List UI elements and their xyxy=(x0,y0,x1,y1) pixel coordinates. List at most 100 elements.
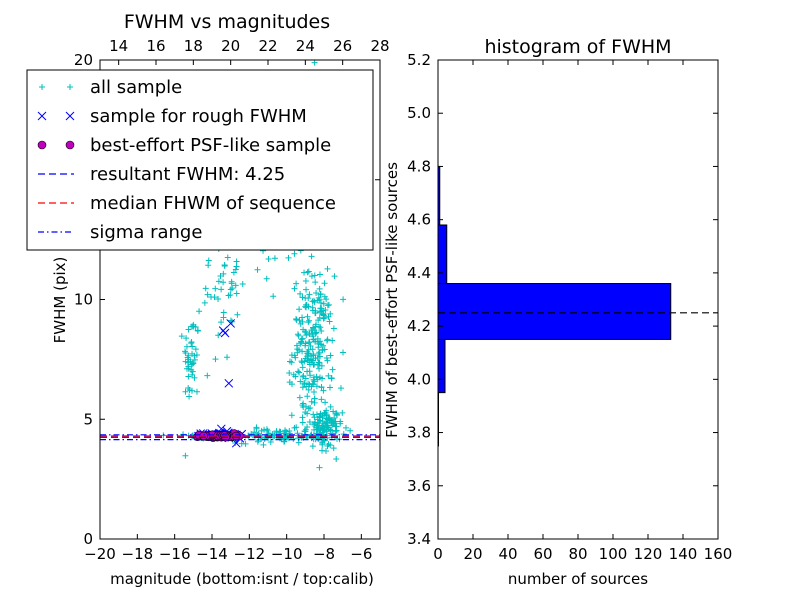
x-tick-label: −18 xyxy=(122,545,154,563)
all-sample-point xyxy=(191,356,198,363)
scatter-y-label: FWHM (pix) xyxy=(51,257,69,344)
all-sample-point xyxy=(204,291,211,298)
all-sample-point xyxy=(258,427,265,434)
all-sample-point xyxy=(326,416,333,423)
histogram-y-label: FWHM of best-effort PSF-like sources xyxy=(383,162,401,438)
histogram-bar xyxy=(438,338,446,394)
x-tick-label: 140 xyxy=(669,545,698,563)
all-sample-point xyxy=(325,424,332,431)
all-sample-point xyxy=(305,268,312,275)
all-sample-point xyxy=(306,359,313,366)
legend-marker xyxy=(37,111,47,121)
all-sample-point xyxy=(306,381,313,388)
all-sample-point xyxy=(303,304,310,311)
all-sample-point xyxy=(293,342,300,349)
all-sample-point xyxy=(251,429,258,436)
all-sample-point xyxy=(339,409,346,416)
scatter-ticks: −20 −18 −16 −14 −12 −10 −8 −6 14 16 18 20 22 24 26 28 0 5… xyxy=(74,37,390,563)
all-sample-point xyxy=(314,354,321,361)
all-sample-point xyxy=(305,319,312,326)
y-tick-label: 4.6 xyxy=(407,211,431,229)
all-sample-point xyxy=(319,375,326,382)
all-sample-point xyxy=(327,310,334,317)
x-tick-label: 0 xyxy=(433,545,443,563)
all-sample-point xyxy=(324,337,331,344)
all-sample-point xyxy=(265,255,272,262)
all-sample-point xyxy=(313,430,320,437)
all-sample-point xyxy=(193,388,200,395)
all-sample-point xyxy=(326,318,333,325)
all-sample-point xyxy=(304,350,311,357)
all-sample-point xyxy=(254,266,261,273)
all-sample-point xyxy=(185,385,192,392)
all-sample-point xyxy=(299,419,306,426)
legend-label: sample for rough FWHM xyxy=(90,106,307,127)
all-sample-point xyxy=(311,376,318,383)
all-sample-point xyxy=(299,359,306,366)
all-sample-point xyxy=(305,339,312,346)
all-sample-point xyxy=(317,290,324,297)
all-sample-point xyxy=(263,426,270,433)
all-sample-point xyxy=(196,308,203,315)
all-sample-point xyxy=(286,358,293,365)
all-sample-point xyxy=(323,411,330,418)
all-sample-point xyxy=(211,294,218,301)
y-tick-label: 4.0 xyxy=(407,370,431,388)
all-sample-point xyxy=(185,352,192,359)
all-sample-point xyxy=(182,349,189,356)
all-sample-point xyxy=(330,408,337,415)
top-tick-label: 20 xyxy=(221,37,240,55)
top-tick-label: 14 xyxy=(109,37,128,55)
all-sample-point xyxy=(320,300,327,307)
all-sample-point xyxy=(205,257,212,264)
all-sample-point xyxy=(221,262,228,269)
all-sample-point xyxy=(316,309,323,316)
x-tick-label: −16 xyxy=(159,545,191,563)
all-sample-point xyxy=(234,311,241,318)
all-sample-point xyxy=(329,337,336,344)
all-sample-point xyxy=(294,430,301,437)
all-sample-point xyxy=(182,358,189,365)
all-sample-point xyxy=(302,340,309,347)
all-sample-point xyxy=(321,280,328,287)
all-sample-point xyxy=(333,409,340,416)
all-sample-point xyxy=(321,346,328,353)
histogram-x-label: number of sources xyxy=(508,570,648,588)
all-sample-point xyxy=(296,317,303,324)
all-sample-point xyxy=(333,411,340,418)
all-sample-point xyxy=(182,388,189,395)
scatter-panel: −20 −18 −16 −14 −12 −10 −8 −6 14 16 18 20 22 24 26 28 0 5… xyxy=(26,11,390,588)
all-sample-point xyxy=(308,356,315,363)
y-tick-label: 4.4 xyxy=(407,264,431,282)
all-sample-point xyxy=(315,344,322,351)
all-sample-point xyxy=(185,373,192,380)
all-sample-point xyxy=(325,301,332,308)
all-sample-point xyxy=(303,286,310,293)
all-sample-point xyxy=(301,381,308,388)
all-sample-point xyxy=(310,411,317,418)
all-sample-point xyxy=(229,285,236,292)
all-sample-point xyxy=(322,447,329,454)
scatter-legend: all sample sample for rough FWHM best-effo… xyxy=(26,69,374,251)
all-sample-point xyxy=(271,255,278,262)
legend-frame xyxy=(26,69,374,251)
all-sample-point xyxy=(215,296,222,303)
y-tick-label: 4.2 xyxy=(407,317,431,335)
all-sample-point xyxy=(191,374,198,381)
all-sample-point xyxy=(315,294,322,301)
all-sample-point xyxy=(265,430,272,437)
all-sample-point xyxy=(306,419,313,426)
rough-fwhm-point xyxy=(218,326,228,335)
all-sample-point xyxy=(183,335,190,342)
all-sample-point xyxy=(323,355,330,362)
all-sample-point xyxy=(308,273,315,280)
legend-marker xyxy=(67,84,73,90)
top-tick-label: 24 xyxy=(296,37,315,55)
all-sample-point xyxy=(193,351,200,358)
histogram-bar xyxy=(438,283,672,340)
all-sample-point xyxy=(218,319,225,326)
all-sample-point xyxy=(308,253,315,260)
all-sample-point xyxy=(299,364,306,371)
legend-label: sigma range xyxy=(90,222,202,243)
y-tick-label: 20 xyxy=(74,51,93,69)
